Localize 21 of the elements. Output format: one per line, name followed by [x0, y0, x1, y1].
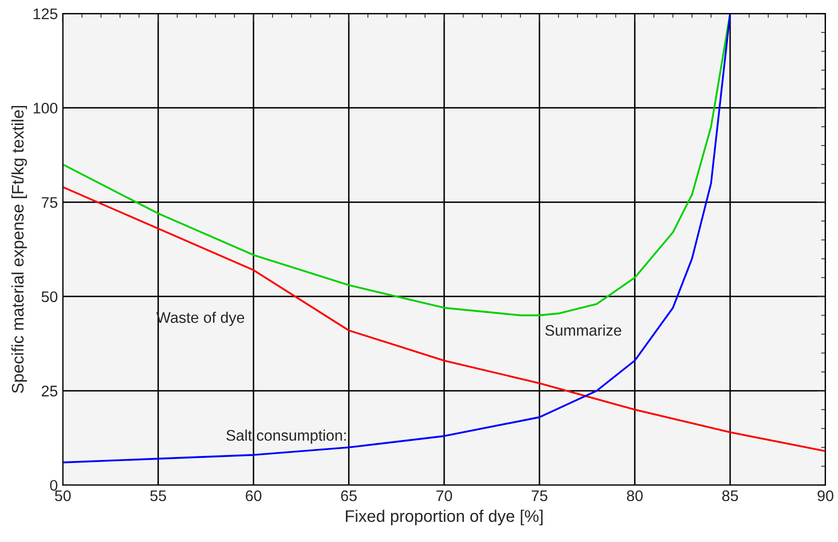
series-label: Summarize	[545, 324, 622, 336]
x-tick-label: 55	[150, 490, 166, 502]
x-axis-title: Fixed proportion of dye [%]	[346, 510, 543, 526]
y-tick-label: 0	[50, 480, 58, 491]
series-label: Salt consumption:	[226, 430, 346, 444]
x-tick-label: 90	[818, 490, 834, 502]
x-tick-label: 85	[722, 490, 738, 502]
y-tick-label: 75	[42, 197, 58, 208]
x-tick-label: 65	[341, 490, 357, 502]
y-tick-label: 25	[42, 386, 58, 396]
y-tick-label: 50	[42, 291, 58, 302]
x-tick-label: 60	[246, 490, 262, 502]
y-tick-label: 100	[34, 102, 58, 114]
line-series	[62, 186, 826, 452]
y-axis-title: Specific material expense [Ft/kg textile]	[11, 106, 27, 394]
x-tick-label: 50	[54, 490, 71, 502]
x-tick-label: 70	[436, 490, 452, 502]
x-tick-label: 80	[626, 490, 643, 502]
y-tick-label: 125	[34, 8, 58, 20]
line-series	[62, 14, 732, 464]
x-tick-label: 75	[532, 490, 548, 502]
